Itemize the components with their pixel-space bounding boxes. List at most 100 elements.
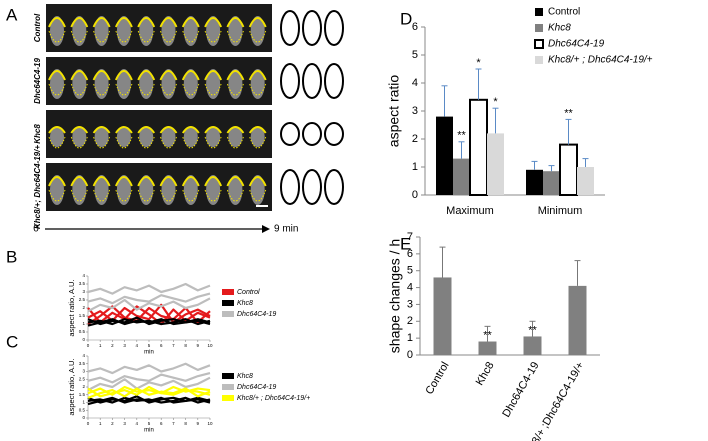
error-bar (439, 246, 446, 278)
error-bar (441, 85, 448, 117)
x-tick-label: 2 (111, 421, 114, 426)
outline (92, 17, 111, 28)
row-label: Khc8/+; Dhc64C4-19/+ (33, 145, 42, 229)
significance: * (493, 96, 498, 108)
outline-dotted (115, 30, 133, 43)
cell (72, 175, 87, 205)
cell (116, 175, 131, 205)
error-bar (458, 141, 465, 159)
y-axis-label: aspect ratio, A.U. (67, 358, 76, 415)
outline (92, 126, 111, 134)
bar (543, 171, 560, 195)
shape-outline (302, 169, 322, 205)
outline (48, 176, 66, 187)
cell (50, 16, 64, 46)
x-tick-label: Maximum (446, 205, 494, 217)
significance: ** (457, 130, 466, 142)
row-label: Khc8 (33, 124, 42, 144)
error-bar (475, 68, 482, 100)
legend-label: Dhc64C4-19 (237, 311, 276, 318)
outline (204, 70, 223, 81)
cell (228, 16, 243, 46)
y-tick-label: 0 (82, 337, 85, 342)
outline (226, 17, 245, 28)
y-tick-label: 4 (82, 353, 85, 358)
y-tick-label: 3.5 (79, 281, 86, 286)
outline (92, 176, 111, 187)
y-tick-label: 1.5 (79, 313, 86, 318)
outline (204, 17, 223, 28)
outline (159, 126, 178, 134)
outline (70, 126, 89, 134)
legend-label: Khc8 (548, 23, 571, 34)
outline-dotted (160, 189, 177, 202)
cell (228, 127, 243, 147)
x-tick-label: 3 (123, 343, 126, 348)
error-bar (565, 118, 572, 145)
y-tick-label: 0 (82, 415, 85, 420)
outline (181, 70, 200, 81)
outline-dotted (160, 30, 177, 43)
y-tick-label: 0.5 (79, 407, 86, 412)
outline-dotted (137, 136, 155, 149)
outline (137, 176, 156, 187)
y-tick-label: 7 (407, 231, 413, 243)
y-tick-label: 3.5 (79, 361, 86, 366)
error-bar (529, 320, 536, 337)
outline (248, 70, 267, 81)
legend-label: Khc8/+ ; Dhc64C4-19/+ (548, 55, 653, 66)
error-bar (484, 325, 491, 342)
shape-outline (324, 169, 344, 205)
y-tick-label: 1 (82, 321, 85, 326)
outline-dotted (226, 189, 244, 202)
bar (559, 143, 578, 197)
outline-dotted (160, 83, 177, 96)
outline (159, 70, 178, 81)
trajectory (87, 362, 211, 375)
cell (116, 69, 131, 99)
y-tick-label: 2 (412, 133, 418, 145)
cell (50, 127, 64, 147)
outline (137, 126, 156, 134)
legend-label: Dhc64C4-19 (548, 39, 605, 50)
y-tick-label: 5 (407, 265, 413, 277)
outline-dotted (204, 83, 222, 96)
outline (181, 17, 200, 28)
outline (137, 70, 156, 81)
cell (72, 69, 87, 99)
y-axis-label: aspect ratio (386, 75, 402, 148)
legend-swatch (534, 39, 544, 49)
outline (248, 176, 267, 187)
x-tick-label: 0 (87, 421, 90, 426)
outline (159, 17, 178, 28)
outline (70, 17, 89, 28)
legend-label: Control (237, 289, 260, 296)
significance: ** (564, 107, 573, 119)
outline-dotted (204, 30, 222, 43)
trajectory (87, 297, 211, 313)
trajectory (87, 305, 211, 326)
cell (139, 175, 154, 205)
y-tick-label: 0 (407, 349, 413, 361)
legend-label: Control (548, 7, 580, 18)
outline (204, 176, 223, 187)
legend-swatch (535, 56, 543, 64)
outline (114, 70, 133, 81)
cell (206, 175, 221, 205)
cell (183, 175, 198, 205)
x-tick-label: 0 (87, 343, 90, 348)
cell (116, 16, 131, 46)
x-tick-label: 4 (136, 421, 139, 426)
outline (114, 17, 133, 28)
shape-outline (302, 10, 322, 46)
outline-dotted (93, 136, 111, 149)
y-tick-label: 4 (82, 273, 85, 278)
outline-dotted (70, 83, 88, 96)
x-tick-label: 6 (160, 421, 163, 426)
legend-swatch (222, 373, 234, 379)
outline-dotted (115, 136, 133, 149)
y-tick-label: 0 (412, 189, 418, 201)
panel-letter: B (6, 247, 17, 266)
bar (433, 277, 452, 355)
